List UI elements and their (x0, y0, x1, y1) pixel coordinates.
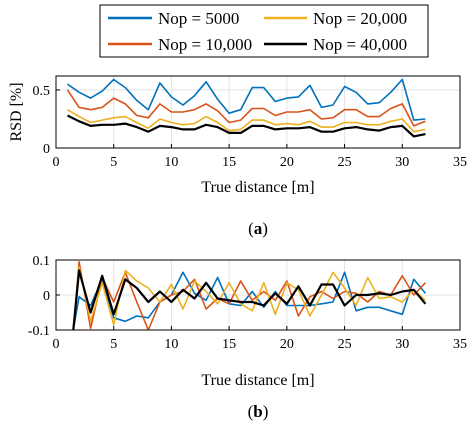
x-tick-label-b-2: 10 (164, 337, 178, 352)
series-line-b-nop-10000 (72, 260, 426, 330)
legend: Nop = 5000 Nop = 20,000 Nop = 10,000 Nop… (99, 4, 429, 58)
y-tick-label-a-1: 0.5 (33, 84, 51, 99)
x-tick-label-a-1: 5 (110, 155, 117, 170)
series-line-a-nop-40000 (67, 114, 426, 138)
x-tick-label-a-7: 35 (453, 155, 467, 170)
series-line-a-nop-5000 (67, 78, 426, 121)
chart-a: 0 5 10 15 20 25 30 35 0 0.5 True distance [m] RSD… (8, 75, 468, 238)
x-tick-label-b-0: 0 (53, 337, 60, 352)
x-tick-label-b-7: 35 (453, 337, 467, 352)
plot-frame-a (55, 75, 461, 149)
series-line-a-nop-20000 (67, 109, 426, 133)
x-tick-label-b-5: 25 (338, 337, 352, 352)
legend-label-nop-10000: Nop = 10,000 (158, 35, 252, 54)
series-line-b-nop-20000 (72, 266, 426, 330)
x-tick-label-a-4: 20 (280, 155, 294, 170)
panel-label-a: (a) (248, 219, 268, 238)
ticks-b: 0 5 10 15 20 25 30 35-0.100.1 (28, 254, 467, 352)
series-line-b-nop-5000 (72, 271, 427, 330)
y-tick-label-b-0: -0.1 (28, 324, 50, 339)
x-tick-label-b-1: 5 (110, 337, 117, 352)
legend-box (99, 4, 429, 58)
x-tick-label-b-4: 20 (280, 337, 294, 352)
x-tick-label-a-2: 10 (164, 155, 178, 170)
chart-b: 0 5 10 15 20 25 30 35-0.100.1 True distance [m]… (28, 254, 467, 421)
legend-label-nop-40000: Nop = 40,000 (313, 35, 407, 54)
x-tick-label-a-0: 0 (53, 155, 60, 170)
panel-label-b: (b) (248, 402, 269, 421)
ticks-a: 0 5 10 15 20 25 30 35 0 0.5 (33, 84, 468, 170)
y-tick-label-b-1: 0 (43, 289, 50, 304)
series-line-a-nop-10000 (66, 89, 426, 127)
series-b (72, 260, 427, 330)
x-tick-label-b-6: 30 (395, 337, 409, 352)
legend-label-nop-20000: Nop = 20,000 (313, 9, 407, 28)
series-a (66, 78, 426, 138)
x-tick-label-b-3: 15 (222, 337, 236, 352)
x-tick-label-a-6: 30 (395, 155, 409, 170)
x-axis-label-b: True distance [m] (201, 372, 314, 389)
y-tick-label-a-0: 0 (43, 142, 50, 157)
x-axis-label-a: True distance [m] (201, 179, 314, 196)
legend-label-nop-5000: Nop = 5000 (158, 9, 239, 28)
y-tick-label-b-2: 0.1 (33, 254, 51, 269)
x-tick-label-a-5: 25 (338, 155, 352, 170)
y-axis-label-a: RSD [%] (8, 82, 25, 141)
x-tick-label-a-3: 15 (222, 155, 236, 170)
series-line-b-nop-40000 (72, 269, 427, 330)
